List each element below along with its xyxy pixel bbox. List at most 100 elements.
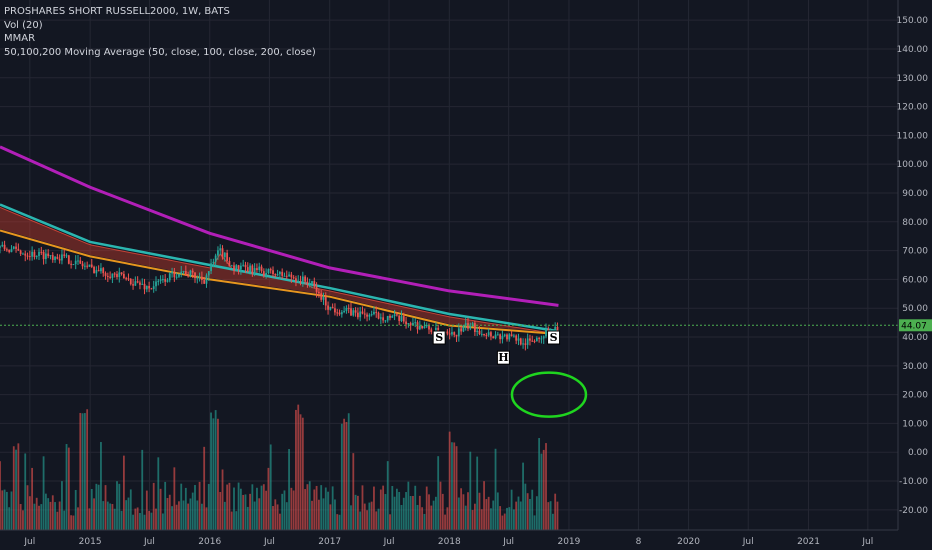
y-tick-label-14: 10.00: [902, 419, 928, 429]
volume-bar-81: [184, 487, 187, 530]
x-tick-label-3: 2016: [198, 537, 221, 547]
volume-bar-149: [340, 423, 343, 530]
candle-body-100: [228, 261, 231, 267]
volume-bar-27: [61, 481, 63, 530]
candle-body-122: [278, 271, 281, 275]
volume-bar-25: [56, 511, 59, 530]
volume-bar-6: [12, 446, 15, 530]
volume-bar-51: [116, 481, 118, 530]
candle-body-145: [331, 306, 334, 309]
candle-body-159: [363, 313, 366, 315]
candle-body-117: [267, 269, 270, 274]
x-tick-label-5: 2017: [318, 537, 341, 547]
volume-bar-58: [132, 514, 134, 530]
mmar-indicator-label[interactable]: MMAR: [4, 33, 36, 44]
candle-body-110: [251, 265, 254, 274]
candle-body-172: [393, 314, 396, 316]
candle-body-170: [389, 315, 391, 318]
moving-average-indicator-label[interactable]: 50,100,200 Moving Average (50, close, 10…: [4, 46, 316, 58]
volume-bar-206: [471, 510, 474, 530]
candle-body-166: [379, 317, 382, 319]
candle-body-113: [258, 266, 261, 271]
volume-bar-3: [5, 491, 8, 530]
candle-body-173: [395, 314, 398, 316]
candle-body-132: [301, 276, 304, 282]
volume-bar-9: [19, 504, 22, 530]
x-tick-label-11: 2020: [677, 537, 700, 547]
pattern-label-1: H: [498, 351, 508, 364]
volume-bar-145: [331, 486, 334, 530]
volume-bar-61: [139, 512, 141, 530]
volume-bar-73: [166, 498, 169, 530]
pattern-label-0: S: [435, 331, 443, 344]
candle-body-10: [22, 253, 24, 255]
volume-bar-231: [529, 498, 531, 530]
volume-bar-210: [480, 509, 483, 530]
volume-bar-108: [246, 506, 249, 530]
volume-indicator-label[interactable]: Vol (20): [4, 19, 43, 31]
candle-body-137: [313, 281, 316, 287]
volume-bar-174: [398, 491, 401, 530]
x-tick-label-1: 2015: [79, 537, 102, 547]
candle-body-243: [556, 326, 559, 331]
pattern-label-box-0: [432, 330, 446, 345]
volume-bar-214: [490, 508, 492, 530]
volume-bar-67: [152, 482, 155, 530]
volume-bar-35: [79, 412, 82, 530]
volume-bar-41: [93, 498, 95, 530]
volume-bar-68: [155, 508, 157, 530]
candle-body-107: [244, 264, 247, 268]
volume-bar-216: [494, 448, 497, 530]
candle-body-197: [451, 332, 453, 335]
volume-bar-177: [405, 492, 407, 530]
candle-body-200: [457, 328, 460, 337]
candle-body-15: [33, 251, 36, 257]
volume-bar-141: [322, 498, 325, 530]
candle-body-236: [540, 338, 543, 340]
volume-bar-128: [292, 490, 295, 530]
candle-body-153: [350, 308, 352, 316]
candle-body-17: [38, 251, 40, 257]
volume-bar-113: [258, 498, 261, 530]
candle-body-1: [1, 244, 4, 247]
volume-bar-233: [533, 515, 536, 530]
candle-body-61: [139, 282, 141, 285]
candle-body-171: [391, 315, 394, 318]
candle-body-181: [414, 322, 417, 324]
volume-bar-38: [86, 409, 89, 530]
y-tick-label-12: 30.00: [902, 362, 928, 372]
volume-bar-95: [217, 418, 219, 530]
pattern-label-box-1: [496, 350, 510, 365]
volume-bar-173: [395, 488, 398, 530]
candle-body-208: [476, 330, 479, 332]
candle-body-141: [322, 296, 325, 300]
candle-body-203: [464, 323, 467, 326]
volume-bar-217: [496, 492, 499, 530]
volume-bar-166: [379, 489, 382, 530]
volume-bar-175: [400, 504, 403, 530]
candle-body-191: [437, 327, 440, 332]
candle-body-58: [132, 284, 134, 286]
volume-bar-37: [83, 413, 86, 530]
candle-body-49: [111, 273, 114, 278]
volume-bar-137: [313, 489, 316, 530]
candle-body-88: [200, 276, 203, 280]
volume-bar-193: [441, 493, 444, 530]
candle-body-121: [276, 274, 279, 276]
volume-bar-11: [24, 453, 27, 530]
volume-bar-15: [33, 503, 36, 530]
volume-bar-205: [469, 451, 472, 530]
volume-bar-134: [306, 484, 309, 530]
volume-bar-13: [28, 496, 31, 530]
volume-bar-229: [524, 483, 527, 530]
candle-body-179: [409, 323, 412, 326]
volume-bar-143: [327, 491, 329, 530]
symbol-title[interactable]: PROSHARES SHORT RUSSELL2000, 1W, BATS: [4, 6, 230, 17]
volume-bar-111: [253, 501, 256, 530]
volume-bar-19: [42, 456, 45, 530]
volume-bar-30: [67, 447, 70, 530]
candle-body-12: [26, 255, 29, 257]
candle-body-60: [136, 281, 139, 283]
